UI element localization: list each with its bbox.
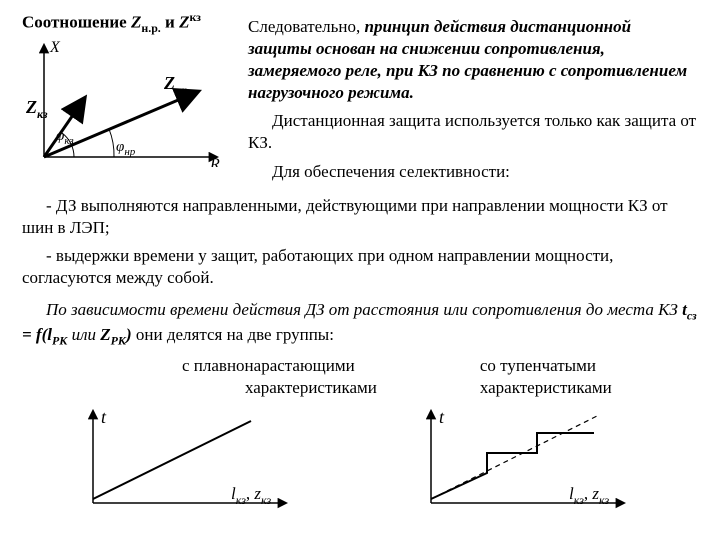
p4-or: или xyxy=(67,325,100,344)
p4-tail: они делятся на две группы: xyxy=(132,325,334,344)
z-np-label: Zнр xyxy=(163,73,188,97)
p2: Дистанционная защита используется только… xyxy=(248,110,698,154)
heading-z1: Z xyxy=(131,13,141,32)
phi-kz-label: φкз xyxy=(56,128,74,147)
p4-Z-sub: РК xyxy=(111,333,126,347)
p4-a: По зависимости времени действия ДЗ от ра… xyxy=(46,300,682,319)
chart-smooth-t-label: t xyxy=(101,407,107,427)
chart-smooth: t lкз, zкз xyxy=(81,403,301,518)
chart-step: t lкз, zкз xyxy=(419,403,639,518)
label-step: со тупенчатыми характеристиками xyxy=(480,355,698,399)
p4-eq: = f( xyxy=(22,325,47,344)
heading-and: и xyxy=(161,13,179,32)
label-smooth-l1: с плавнонарастающими xyxy=(182,355,440,377)
p4-t-sub: сз xyxy=(687,308,697,322)
p4-Z: Z xyxy=(100,325,110,344)
bullet-1: - ДЗ выполняются направленными, действую… xyxy=(22,195,698,239)
label-smooth: с плавнонарастающими характеристиками xyxy=(182,355,440,399)
heading-prefix: Соотношение xyxy=(22,13,131,32)
principle-paragraph: Следовательно, принцип действия дистанци… xyxy=(248,16,698,104)
p4-l-sub: РК xyxy=(52,333,67,347)
axis-x-label: X xyxy=(49,39,61,56)
heading-z2-sup: кз xyxy=(189,10,200,24)
label-step-l1: со тупенчатыми xyxy=(480,355,698,377)
heading-z2: Z xyxy=(179,13,189,32)
heading-line: Соотношение Zн.р. и Zкз xyxy=(22,10,232,37)
label-step-l2: характеристиками xyxy=(480,377,698,399)
p3: Для обеспечения селективности: xyxy=(248,161,698,183)
bullet-2: - выдержки времени у защит, работающих п… xyxy=(22,245,698,289)
phi-np-label: φнр xyxy=(116,139,136,158)
vector-diagram: X R Zнр Zкз φкз φнр xyxy=(22,37,232,167)
heading-z1-sub: н.р. xyxy=(141,21,160,35)
formula-paragraph: По зависимости времени действия ДЗ от ра… xyxy=(22,299,698,349)
label-smooth-l2: характеристиками xyxy=(182,377,440,399)
axis-r-label: R xyxy=(209,156,220,167)
chart-step-t-label: t xyxy=(439,407,445,427)
p1-lead: Следовательно, xyxy=(248,17,365,36)
